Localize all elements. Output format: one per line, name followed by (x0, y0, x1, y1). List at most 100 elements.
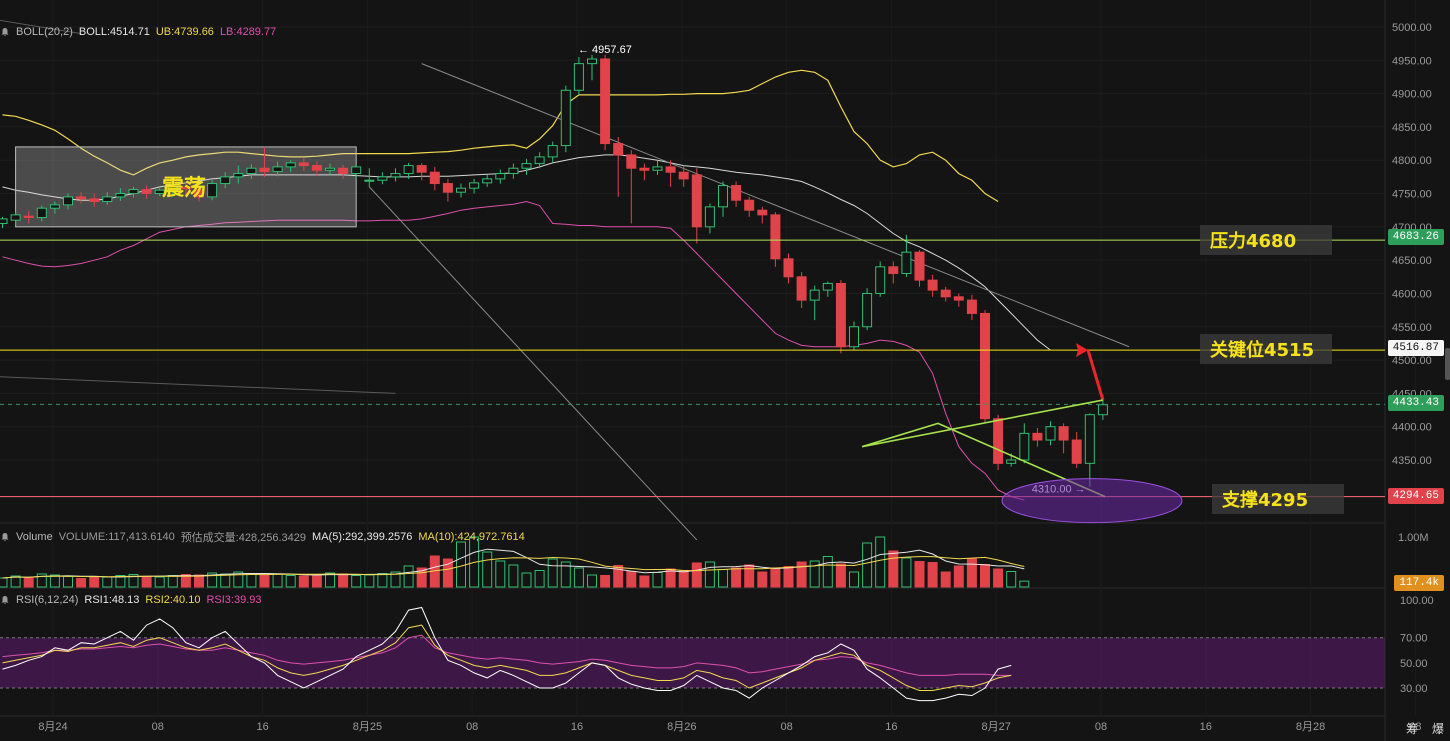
candle-body (573, 63, 584, 91)
candle-body (547, 145, 558, 158)
time-tick-label: 8月26 (667, 721, 696, 733)
candle (1058, 423, 1069, 454)
volume-name[interactable]: Volume (16, 531, 53, 543)
volume-bar (849, 571, 859, 588)
volume-bar (154, 576, 165, 588)
candle-body (23, 215, 34, 219)
volume-bar (521, 572, 532, 588)
candle-body (718, 185, 728, 208)
candle (311, 161, 322, 177)
candle-body (757, 209, 768, 216)
candle (1084, 413, 1095, 487)
candle-body (154, 189, 165, 195)
candle-body (914, 251, 925, 281)
volume-bar (128, 574, 139, 588)
volume-bar (613, 565, 624, 588)
candle (508, 163, 519, 179)
time-tick-label: 08 (1095, 721, 1107, 733)
volume-bar (246, 573, 257, 588)
volume-value: VOLUME:117,413.6140 (58, 531, 175, 543)
volume-bar (1006, 571, 1017, 588)
candle (180, 181, 191, 195)
candle-body (194, 188, 204, 198)
candle-body (770, 214, 781, 260)
candle (377, 172, 388, 185)
chip-button[interactable]: 筹 (1405, 722, 1418, 736)
price-tick-label: 4400.00 (1392, 422, 1432, 434)
rsi-name[interactable]: RSI(6,12,24) (16, 594, 79, 606)
candle (547, 141, 558, 163)
price-tick-label: 4500.00 (1392, 355, 1432, 367)
candle-body (36, 207, 47, 219)
candle (63, 193, 73, 210)
candle-body (377, 176, 388, 181)
boll-name[interactable]: BOLL(20,2) (16, 26, 73, 38)
candle-body (89, 198, 100, 203)
time-tick-label: 08 (152, 721, 164, 733)
candle (141, 185, 152, 199)
volume-bar (167, 575, 178, 588)
time-tick-label: 8月27 (982, 721, 1011, 733)
volume-bar (560, 561, 571, 588)
scrollbar-handle[interactable] (1445, 348, 1450, 380)
volume-bar (862, 542, 873, 588)
volume-bar (416, 567, 427, 588)
volume-bar (456, 541, 466, 588)
candle (927, 274, 938, 297)
candle (757, 206, 768, 224)
bell-icon[interactable] (0, 27, 10, 37)
volume-bar (0, 577, 8, 588)
candle-body (429, 171, 440, 185)
volume-tag: 117.4k (1394, 575, 1444, 591)
volume-bar (835, 563, 846, 588)
bearish-forecast-path (861, 399, 1106, 498)
candle (416, 162, 427, 181)
candle (233, 165, 244, 184)
candle-body (993, 418, 1004, 464)
candle (901, 234, 912, 277)
candle-body (141, 189, 152, 195)
candle-body (835, 282, 846, 348)
candle (154, 186, 165, 197)
candle (718, 181, 728, 217)
volume-bar (993, 568, 1004, 588)
candle (403, 162, 414, 179)
candle (1032, 428, 1043, 447)
volume-bar (10, 575, 21, 588)
candle (259, 146, 270, 177)
bell-icon[interactable] (0, 595, 10, 605)
candle (560, 85, 571, 153)
liquidation-button[interactable]: 爆 (1431, 722, 1444, 736)
candle (285, 160, 296, 173)
candle-body (731, 185, 742, 201)
candle (626, 150, 637, 224)
candle-body (940, 289, 951, 298)
rsi-tick-label: 70.00 (1400, 633, 1428, 645)
candle (822, 281, 833, 297)
current-price-tag: 4433.43 (1387, 395, 1444, 411)
old-trendline (0, 376, 396, 394)
volume-bar (23, 577, 34, 588)
candle (993, 414, 1004, 470)
rsi-tick-label: 100.00 (1400, 595, 1434, 607)
candle (338, 164, 349, 179)
volume-bar (901, 557, 912, 588)
candle (429, 166, 440, 191)
volume-bar (207, 572, 218, 588)
candle (298, 158, 309, 171)
candle (23, 210, 34, 224)
bell-icon[interactable] (0, 532, 10, 542)
volume-bar (652, 572, 663, 588)
candle-body (442, 183, 453, 193)
candle (600, 54, 611, 151)
candle (835, 280, 846, 354)
volume-bar (783, 566, 794, 588)
candle-body (298, 162, 309, 167)
candle-body (49, 204, 60, 209)
volume-bar (403, 565, 414, 588)
rsi-band (0, 637, 1385, 688)
time-tick-label: 8月25 (353, 721, 382, 733)
volume-bar (220, 573, 231, 588)
candle (691, 168, 702, 244)
